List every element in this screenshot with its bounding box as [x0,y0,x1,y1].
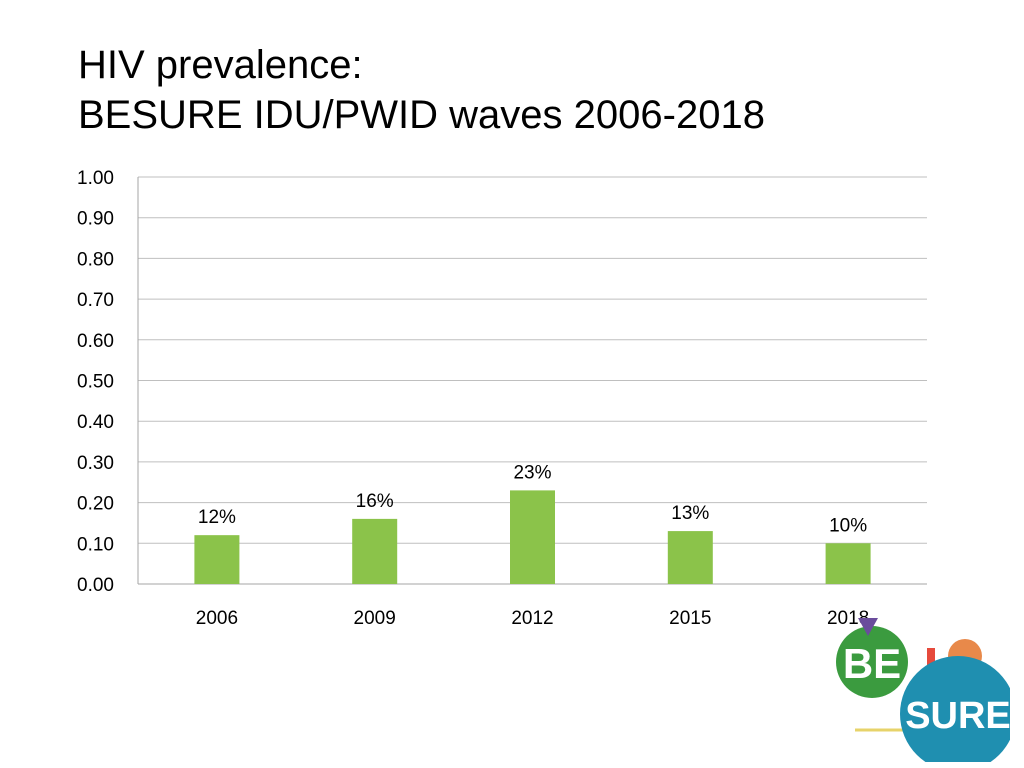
logo-red-bar [927,648,935,674]
logo-triangle [858,618,878,636]
y-tick-label: 0.70 [77,290,114,311]
x-tick-label: 2012 [511,608,553,629]
data-label: 23% [513,462,551,483]
page-title: HIV prevalence: BESURE IDU/PWID waves 20… [78,40,765,140]
title-line-2: BESURE IDU/PWID waves 2006-2018 [78,93,765,137]
bar [510,490,555,584]
y-tick-label: 0.40 [77,412,114,433]
title-line-1: HIV prevalence: [78,43,363,87]
y-tick-label: 0.10 [77,534,114,555]
y-tick-label: 1.00 [77,168,114,189]
logo-be-text: BE [843,640,901,687]
logo-be-circle [836,626,908,698]
data-label: 16% [356,491,394,512]
y-tick-label: 0.30 [77,453,114,474]
logo-sure-text: SURE [905,695,1010,737]
y-tick-label: 0.80 [77,249,114,270]
besure-logo: BE SURE [836,618,1010,762]
data-label: 10% [829,515,867,536]
y-tick-label: 0.90 [77,209,114,230]
bar [825,543,871,584]
x-tick-label: 2015 [669,608,711,629]
x-tick-label: 2006 [196,608,238,629]
y-tick-label: 0.00 [77,575,114,596]
y-tick-label: 0.60 [77,331,114,352]
x-tick-label: 2009 [354,608,396,629]
bar [352,518,398,584]
bar [667,531,713,584]
data-label: 13% [671,503,709,524]
x-tick-label: 2018 [827,608,869,629]
y-tick-label: 0.50 [77,372,114,393]
data-label: 12% [198,507,236,528]
logo-sure-circle [900,656,1010,762]
y-tick-label: 0.20 [77,494,114,515]
bar [194,535,240,584]
